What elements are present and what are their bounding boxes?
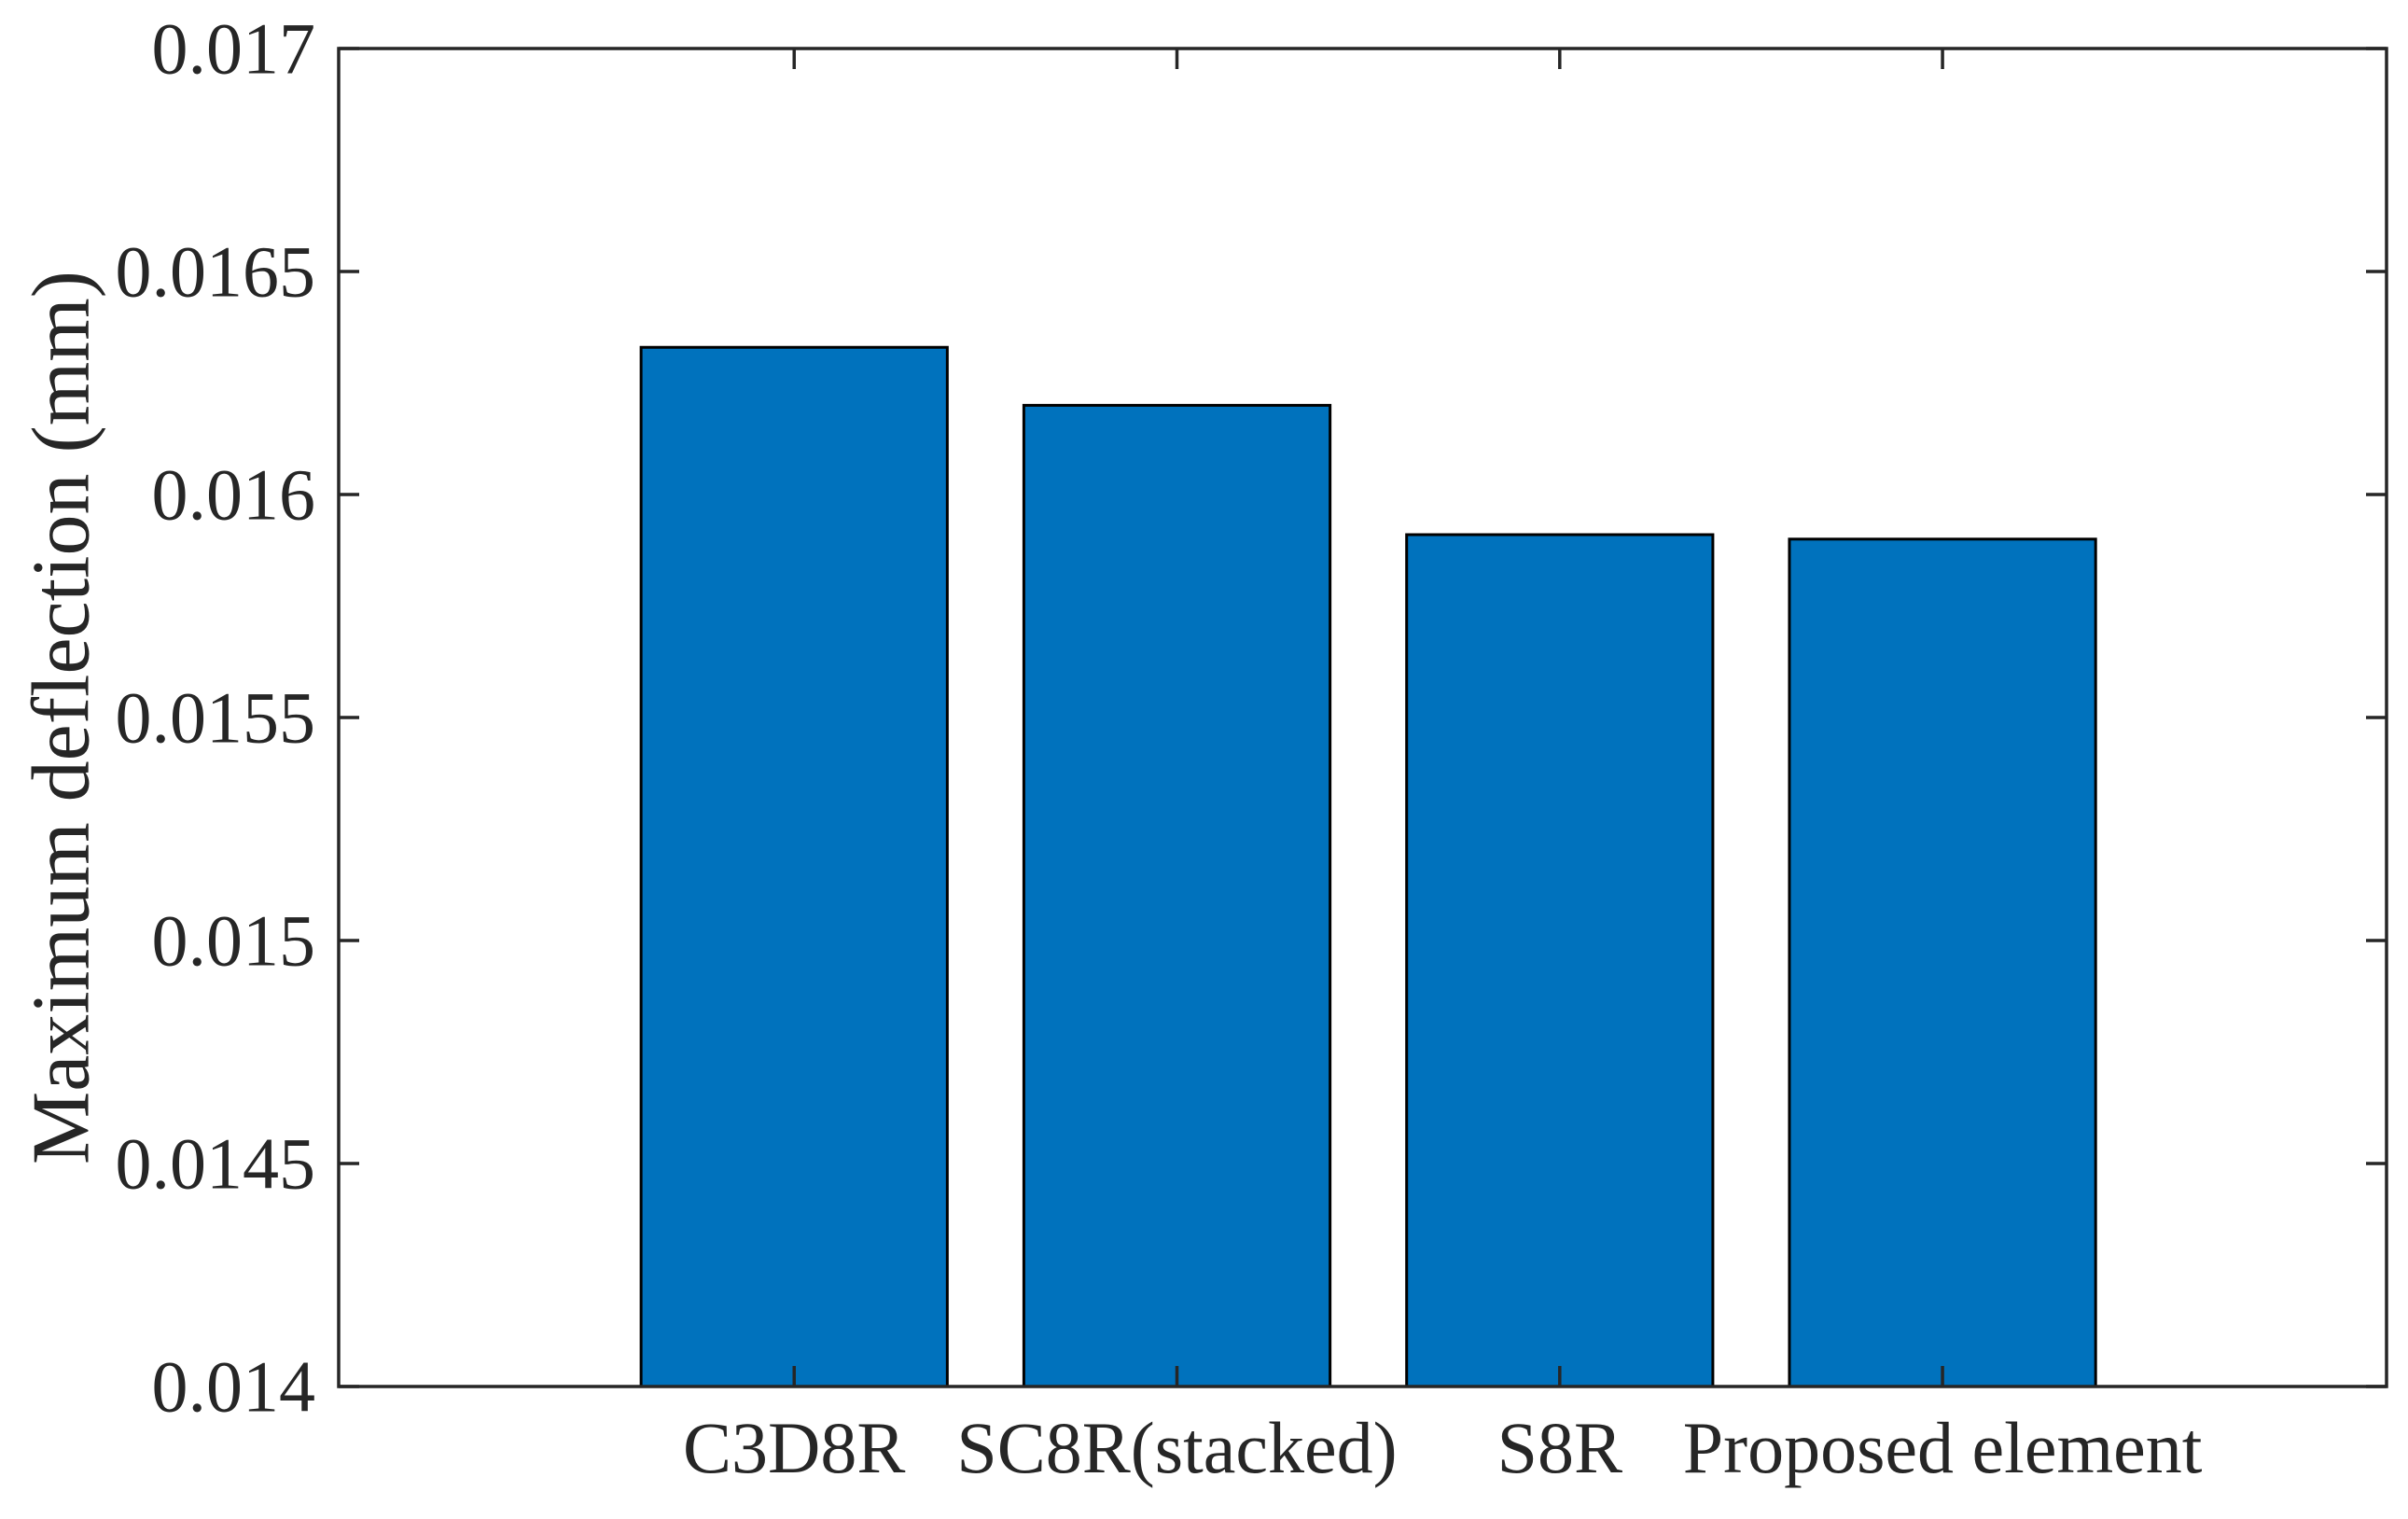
- y-tick-label: 0.015: [152, 900, 316, 982]
- y-tick-label: 0.014: [152, 1346, 316, 1428]
- x-category-label: C3D8R: [683, 1407, 905, 1488]
- y-axis-label: Maximum deflection (mm): [17, 271, 107, 1164]
- x-category-label: S8R: [1497, 1407, 1622, 1488]
- y-tick-label: 0.0165: [116, 231, 316, 313]
- bar: [1022, 403, 1332, 1388]
- y-tick-label: 0.0145: [116, 1123, 316, 1205]
- bar: [1405, 533, 1715, 1388]
- y-tick-label: 0.016: [152, 454, 316, 536]
- x-category-label: SC8R(stacked): [956, 1407, 1397, 1488]
- y-tick-label: 0.017: [152, 8, 316, 90]
- y-tick-label: 0.0155: [116, 677, 316, 759]
- bar: [639, 345, 949, 1388]
- x-category-label: Proposed element: [1683, 1407, 2203, 1488]
- bar: [1788, 537, 2097, 1388]
